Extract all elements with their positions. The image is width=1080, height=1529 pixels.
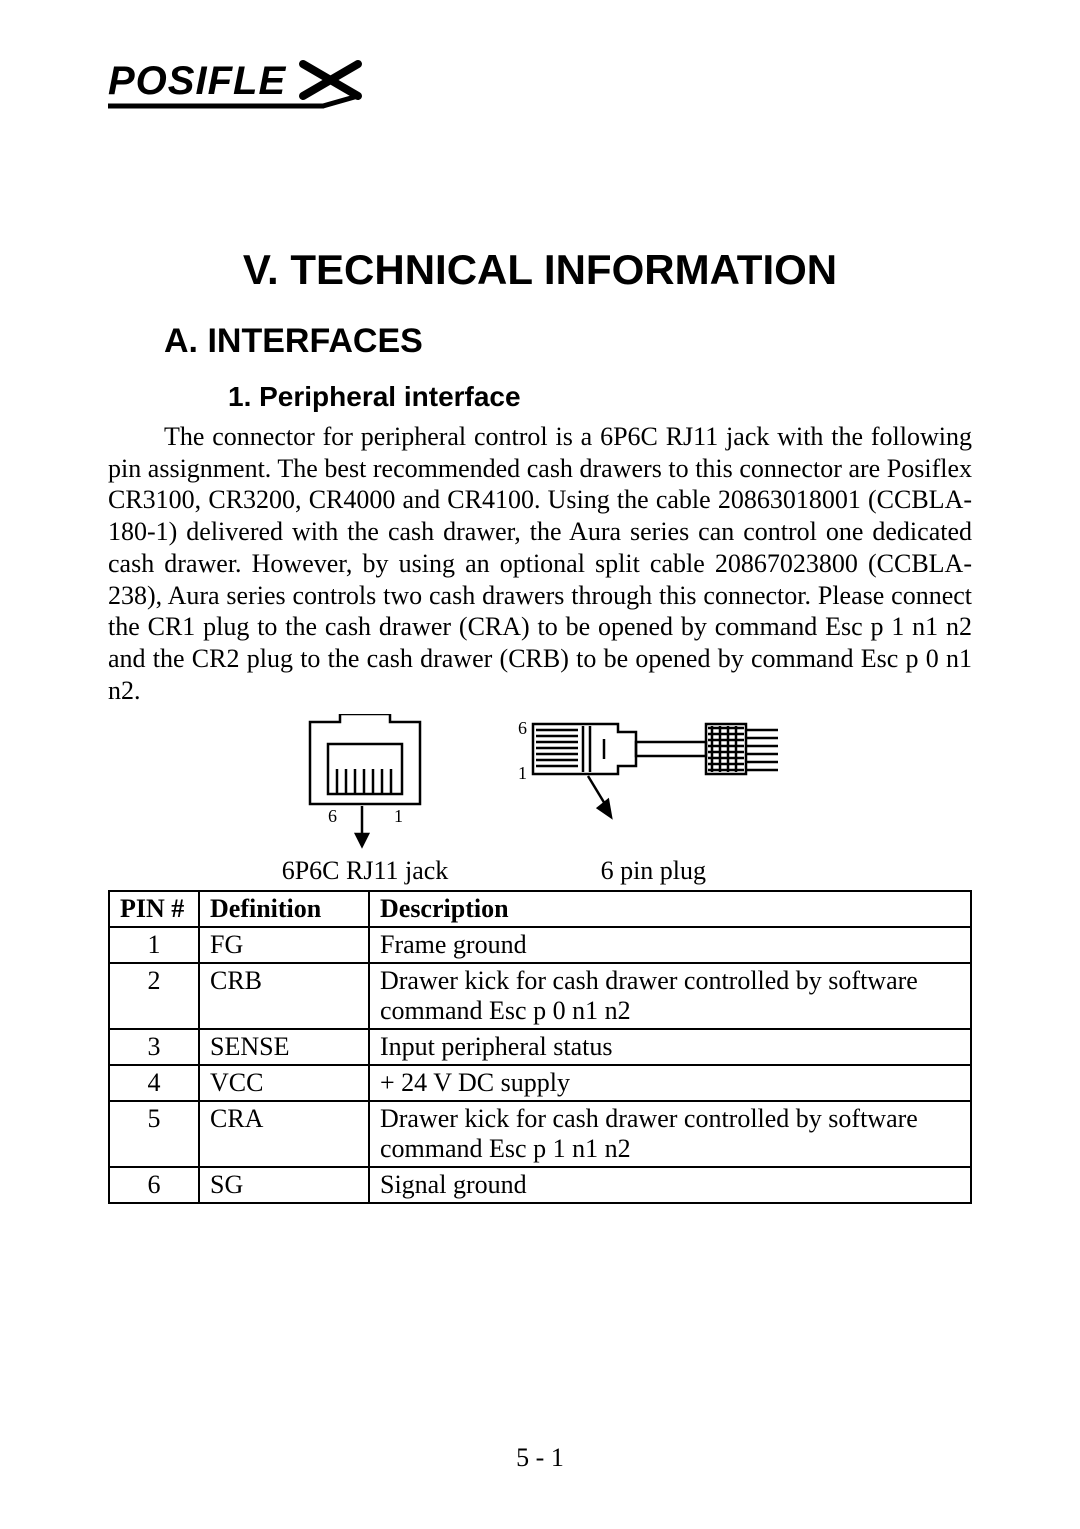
td-desc: Frame ground	[369, 927, 971, 963]
td-desc: Drawer kick for cash drawer controlled b…	[369, 963, 971, 1029]
plug-caption: 6 pin plug	[601, 856, 706, 886]
td-desc: Drawer kick for cash drawer controlled b…	[369, 1101, 971, 1167]
td-pin: 4	[109, 1065, 199, 1101]
td-pin: 6	[109, 1167, 199, 1203]
plug-pin1-label: 1	[518, 763, 527, 783]
th-desc: Description	[369, 891, 971, 927]
table-row: 1 FG Frame ground	[109, 927, 971, 963]
heading-section: A. INTERFACES	[164, 322, 972, 361]
table-row: 6 SG Signal ground	[109, 1167, 971, 1203]
td-pin: 1	[109, 927, 199, 963]
th-def: Definition	[199, 891, 369, 927]
plug-diagram: 6 1	[508, 714, 798, 886]
td-desc: Input peripheral status	[369, 1029, 971, 1065]
td-pin: 2	[109, 963, 199, 1029]
logo: POSIFLE	[108, 56, 972, 126]
page-number: 5 - 1	[0, 1443, 1080, 1473]
td-def: CRA	[199, 1101, 369, 1167]
heading-subsection: 1. Peripheral interface	[228, 381, 972, 413]
td-pin: 3	[109, 1029, 199, 1065]
td-desc: + 24 V DC supply	[369, 1065, 971, 1101]
svg-text:POSIFLE: POSIFLE	[108, 59, 286, 103]
td-def: VCC	[199, 1065, 369, 1101]
th-pin: PIN #	[109, 891, 199, 927]
table-row: 2 CRB Drawer kick for cash drawer contro…	[109, 963, 971, 1029]
pin-table: PIN # Definition Description 1 FG Frame …	[108, 890, 972, 1204]
td-def: CRB	[199, 963, 369, 1029]
td-def: SG	[199, 1167, 369, 1203]
table-header-row: PIN # Definition Description	[109, 891, 971, 927]
table-row: 3 SENSE Input peripheral status	[109, 1029, 971, 1065]
table-row: 5 CRA Drawer kick for cash drawer contro…	[109, 1101, 971, 1167]
interface-paragraph: The connector for peripheral control is …	[108, 421, 972, 706]
td-pin: 5	[109, 1101, 199, 1167]
heading-chapter: V. TECHNICAL INFORMATION	[108, 246, 972, 294]
td-def: SENSE	[199, 1029, 369, 1065]
connector-diagrams: 6 1 6P6C RJ11 jack 6 1	[108, 714, 972, 886]
jack-caption: 6P6C RJ11 jack	[282, 856, 449, 886]
td-desc: Signal ground	[369, 1167, 971, 1203]
jack-pin6-label: 6	[328, 806, 337, 826]
table-row: 4 VCC + 24 V DC supply	[109, 1065, 971, 1101]
jack-pin1-label: 1	[394, 806, 403, 826]
td-def: FG	[199, 927, 369, 963]
plug-pin6-label: 6	[518, 718, 527, 738]
rj11-jack-diagram: 6 1 6P6C RJ11 jack	[282, 714, 449, 886]
